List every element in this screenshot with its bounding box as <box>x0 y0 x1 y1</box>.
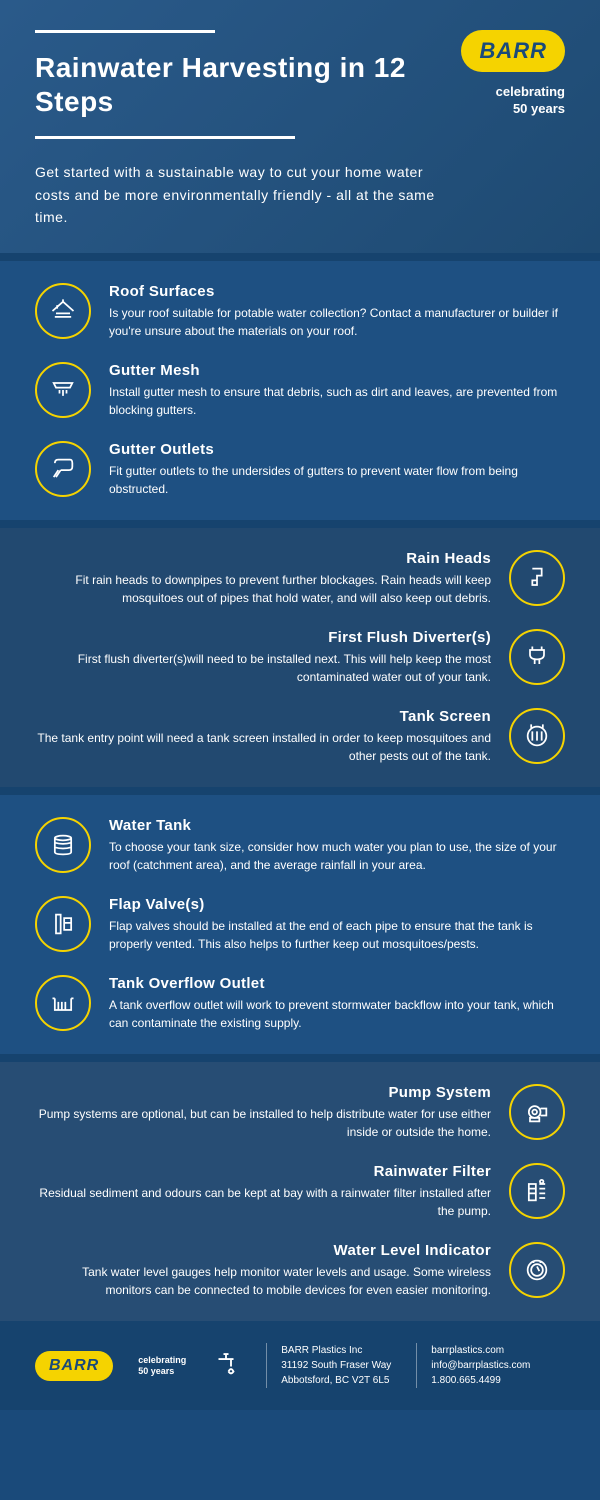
footer-tagline: celebrating50 years <box>138 1355 186 1377</box>
step-water-tank: Water Tank To choose your tank size, cons… <box>35 817 565 874</box>
step-first-flush: First Flush Diverter(s) First flush diver… <box>35 629 565 686</box>
step-overflow-outlet: Tank Overflow Outlet A tank overflow outl… <box>35 975 565 1032</box>
pump-icon <box>509 1084 565 1140</box>
footer-address: BARR Plastics Inc 31192 South Fraser Way… <box>266 1343 391 1388</box>
diverter-icon <box>509 629 565 685</box>
section-3: Water Tank To choose your tank size, cons… <box>0 795 600 1054</box>
step-desc: The tank entry point will need a tank sc… <box>35 729 491 765</box>
footer: BARR celebrating50 years BARR Plastics I… <box>0 1321 600 1410</box>
step-flap-valves: Flap Valve(s) Flap valves should be insta… <box>35 896 565 953</box>
header: Rainwater Harvesting in 12 Steps BARR ce… <box>0 0 600 253</box>
faucet-icon <box>211 1349 241 1382</box>
step-title: Tank Screen <box>35 708 491 725</box>
footer-logo: BARR <box>35 1351 113 1381</box>
step-title: Water Tank <box>109 817 565 834</box>
brand-logo: BARR <box>461 30 565 72</box>
step-title: Gutter Outlets <box>109 441 565 458</box>
step-title: Flap Valve(s) <box>109 896 565 913</box>
gauge-icon <box>509 1242 565 1298</box>
step-rain-heads: Rain Heads Fit rain heads to downpipes to… <box>35 550 565 607</box>
divider-bottom <box>35 136 295 139</box>
step-desc: Tank water level gauges help monitor wat… <box>35 1263 491 1299</box>
section-4: Pump System Pump systems are optional, bu… <box>0 1062 600 1321</box>
step-desc: Fit rain heads to downpipes to prevent f… <box>35 571 491 607</box>
step-desc: To choose your tank size, consider how m… <box>109 838 565 874</box>
step-desc: A tank overflow outlet will work to prev… <box>109 996 565 1032</box>
step-title: Gutter Mesh <box>109 362 565 379</box>
water-tank-icon <box>35 817 91 873</box>
tank-screen-icon <box>509 708 565 764</box>
gutter-mesh-icon <box>35 362 91 418</box>
section-1: Roof Surfaces Is your roof suitable for p… <box>0 261 600 520</box>
overflow-icon <box>35 975 91 1031</box>
step-desc: Pump systems are optional, but can be in… <box>35 1105 491 1141</box>
step-roof-surfaces: Roof Surfaces Is your roof suitable for p… <box>35 283 565 340</box>
step-rainwater-filter: Rainwater Filter Residual sediment and od… <box>35 1163 565 1220</box>
step-title: First Flush Diverter(s) <box>35 629 491 646</box>
step-desc: First flush diverter(s)will need to be i… <box>35 650 491 686</box>
step-water-level: Water Level Indicator Tank water level ga… <box>35 1242 565 1299</box>
step-gutter-outlets: Gutter Outlets Fit gutter outlets to the … <box>35 441 565 498</box>
step-title: Tank Overflow Outlet <box>109 975 565 992</box>
flap-valve-icon <box>35 896 91 952</box>
step-desc: Is your roof suitable for potable water … <box>109 304 565 340</box>
step-title: Rainwater Filter <box>35 1163 491 1180</box>
filter-icon <box>509 1163 565 1219</box>
intro-text: Get started with a sustainable way to cu… <box>35 161 455 228</box>
step-title: Rain Heads <box>35 550 491 567</box>
step-desc: Fit gutter outlets to the undersides of … <box>109 462 565 498</box>
step-title: Pump System <box>35 1084 491 1101</box>
step-desc: Install gutter mesh to ensure that debri… <box>109 383 565 419</box>
step-tank-screen: Tank Screen The tank entry point will nee… <box>35 708 565 765</box>
brand-tagline: celebrating50 years <box>461 84 565 118</box>
step-title: Roof Surfaces <box>109 283 565 300</box>
footer-contact: barrplastics.com info@barrplastics.com 1… <box>416 1343 530 1388</box>
step-title: Water Level Indicator <box>35 1242 491 1259</box>
main-title: Rainwater Harvesting in 12 Steps <box>35 51 461 118</box>
gutter-outlet-icon <box>35 441 91 497</box>
roof-icon <box>35 283 91 339</box>
step-gutter-mesh: Gutter Mesh Install gutter mesh to ensure… <box>35 362 565 419</box>
rain-head-icon <box>509 550 565 606</box>
step-desc: Residual sediment and odours can be kept… <box>35 1184 491 1220</box>
step-pump-system: Pump System Pump systems are optional, bu… <box>35 1084 565 1141</box>
divider-top <box>35 30 215 33</box>
step-desc: Flap valves should be installed at the e… <box>109 917 565 953</box>
section-2: Rain Heads Fit rain heads to downpipes to… <box>0 528 600 787</box>
